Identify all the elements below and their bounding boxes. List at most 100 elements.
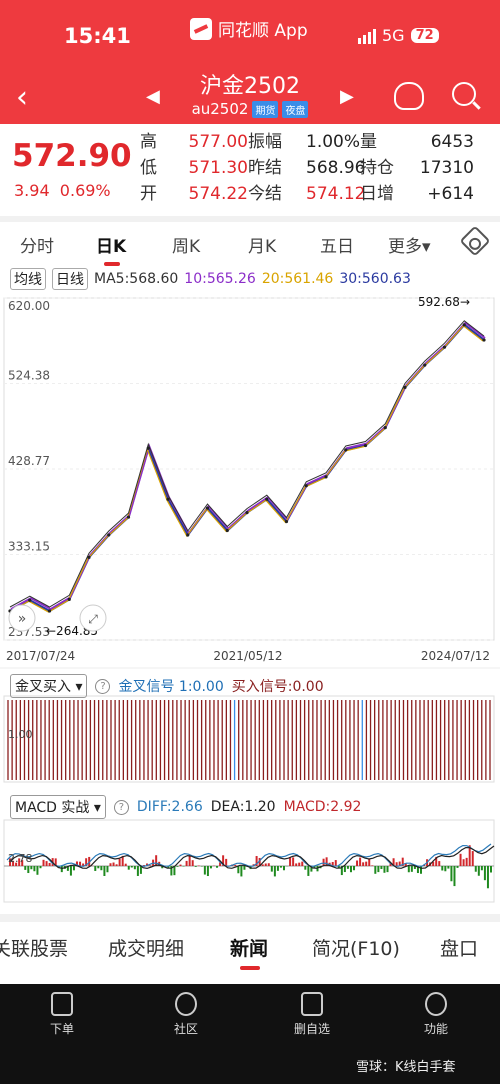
- ma5-line: [9, 320, 485, 608]
- kline-point: [344, 448, 348, 452]
- ma20-value: 20:561.46: [261, 271, 334, 287]
- quote-label: 日增: [360, 184, 394, 204]
- macd-dea: DEA:1.20: [210, 799, 276, 815]
- tab-monthly-k[interactable]: 月K: [248, 237, 277, 257]
- tab-news[interactable]: 新闻: [230, 938, 269, 960]
- news-tabs: 关联股票 成交明细 新闻 简况(F10) 盘口: [0, 932, 500, 972]
- kline-point: [87, 555, 91, 559]
- kline-point: [423, 363, 427, 367]
- divider: [0, 914, 500, 922]
- contract-code: au2502: [191, 100, 249, 118]
- nav-functions[interactable]: 功能: [406, 992, 466, 1037]
- kline-point: [28, 598, 32, 602]
- tab-more[interactable]: 更多▾: [388, 237, 431, 257]
- quote-value: 574.22: [188, 184, 248, 204]
- kline-point: [363, 443, 368, 448]
- expand-left-icon[interactable]: [8, 604, 36, 632]
- tab-fenshi[interactable]: 分时: [20, 237, 54, 257]
- fullscreen-icon-glyph: ⤢: [87, 612, 98, 626]
- kline-point: [67, 597, 71, 601]
- signal-buy-value: 金叉信号 1:0.00: [118, 679, 224, 695]
- quote-label: 低: [140, 158, 157, 178]
- tab-trade-detail[interactable]: 成交明细: [108, 938, 185, 960]
- functions-icon: [425, 992, 447, 1016]
- quote-value: 571.30: [188, 158, 248, 178]
- ma30-line: [9, 323, 485, 613]
- assistant-robot-icon[interactable]: [394, 82, 424, 110]
- quote-value: 17310: [419, 158, 474, 178]
- quote-label: 振幅: [248, 132, 282, 152]
- kline-point: [245, 511, 249, 515]
- x-tick-label: 2021/05/12: [213, 649, 282, 663]
- change-value: 3.94: [14, 181, 50, 200]
- help-icon[interactable]: ?: [95, 678, 111, 694]
- signal-axis-label: 1.00: [8, 728, 33, 741]
- signal-panel-frame: [3, 695, 495, 783]
- quote-label: 今结: [248, 184, 282, 204]
- quote-label: 高: [140, 132, 157, 152]
- community-icon: [175, 992, 197, 1016]
- futures-tag: 期货: [252, 100, 279, 118]
- watermark: 雪球：K线白手套: [356, 1060, 456, 1075]
- tab-related-stocks[interactable]: 关联股票: [0, 938, 69, 960]
- quote-value: 568.96: [306, 158, 366, 178]
- night-tag: 夜盘: [282, 100, 309, 118]
- quote-value: 574.12: [306, 184, 366, 204]
- tab-order-book[interactable]: 盘口: [440, 938, 479, 960]
- nav-community[interactable]: 社区: [156, 992, 216, 1037]
- status-right: 5G 72: [358, 26, 439, 45]
- tab-weekly-k[interactable]: 周K: [172, 237, 201, 257]
- fullscreen-icon[interactable]: [79, 604, 107, 632]
- ma-period-select[interactable]: 日线: [52, 268, 88, 290]
- tab-overview-f10[interactable]: 简况(F10): [312, 938, 400, 960]
- quote-value: 577.00: [188, 132, 248, 152]
- quote-label: 开: [140, 184, 157, 204]
- nav-order[interactable]: 下单: [32, 992, 92, 1037]
- prev-contract-icon[interactable]: ◀: [146, 86, 160, 107]
- help-icon[interactable]: ?: [113, 799, 129, 815]
- ma-mode-select[interactable]: 均线: [10, 268, 46, 290]
- macd-value: MACD:2.92: [283, 799, 362, 815]
- signal-indicator-select[interactable]: 金叉买入 ▾: [10, 674, 88, 698]
- kline-point: [205, 506, 210, 510]
- tab-daily-k[interactable]: 日K: [96, 237, 127, 257]
- app-logo-icon: [190, 17, 212, 40]
- macd-diff-line: [6, 843, 492, 868]
- nav-functions-label: 功能: [423, 1022, 448, 1036]
- change-percent: 0.69%: [59, 181, 111, 200]
- signal-sell-value: 买入信号:0.00: [231, 679, 324, 695]
- y-tick-label: 333.15: [8, 540, 50, 554]
- ma5-value: MA5:568.60: [94, 271, 179, 287]
- kline-point: [265, 497, 269, 501]
- nav-order-label: 下单: [49, 1022, 74, 1036]
- kline-point: [186, 533, 190, 537]
- next-contract-icon[interactable]: ▶: [340, 86, 354, 107]
- search-icon[interactable]: [452, 82, 476, 106]
- macd-axis-label: 2.78: [8, 852, 33, 865]
- ma-legend: 均线 日线 MA5:568.60 10:565.26 20:561.46 30:…: [10, 268, 411, 290]
- kline-point: [126, 515, 131, 519]
- nav-remove-watchlist[interactable]: 删自选: [282, 992, 342, 1037]
- kline-point: [284, 519, 289, 524]
- macd-diff: DIFF:2.66: [136, 799, 203, 815]
- macd-dea-line: [9, 845, 495, 870]
- tab-five-day[interactable]: 五日: [320, 237, 354, 257]
- macd-indicator-select[interactable]: MACD 实战 ▾: [10, 795, 106, 819]
- kline-point: [146, 446, 150, 450]
- battery-badge: 72: [410, 28, 439, 43]
- quote-grid: 高 577.00 振幅 1.00% 量 6453 低 571.30 昨结 568.96 持仓 1731…: [140, 131, 474, 205]
- nav-community-label: 社区: [173, 1022, 198, 1036]
- order-icon: [51, 992, 73, 1016]
- kline-point: [462, 323, 466, 327]
- signal-icon: [358, 28, 376, 44]
- kline-point: [47, 609, 52, 613]
- kline-chart[interactable]: 620.00524.38428.77333.15237.532017/07/24…: [0, 288, 500, 908]
- y-tick-label: 620.00: [8, 299, 50, 313]
- quote-value: +614: [427, 184, 474, 204]
- macd-panel-frame: [3, 819, 495, 903]
- ma10-line: [10, 321, 486, 611]
- remove-watchlist-icon: [301, 992, 323, 1016]
- back-icon[interactable]: ‹: [16, 80, 28, 115]
- app-name: 同花顺 App: [218, 21, 308, 41]
- kline-point: [225, 528, 229, 533]
